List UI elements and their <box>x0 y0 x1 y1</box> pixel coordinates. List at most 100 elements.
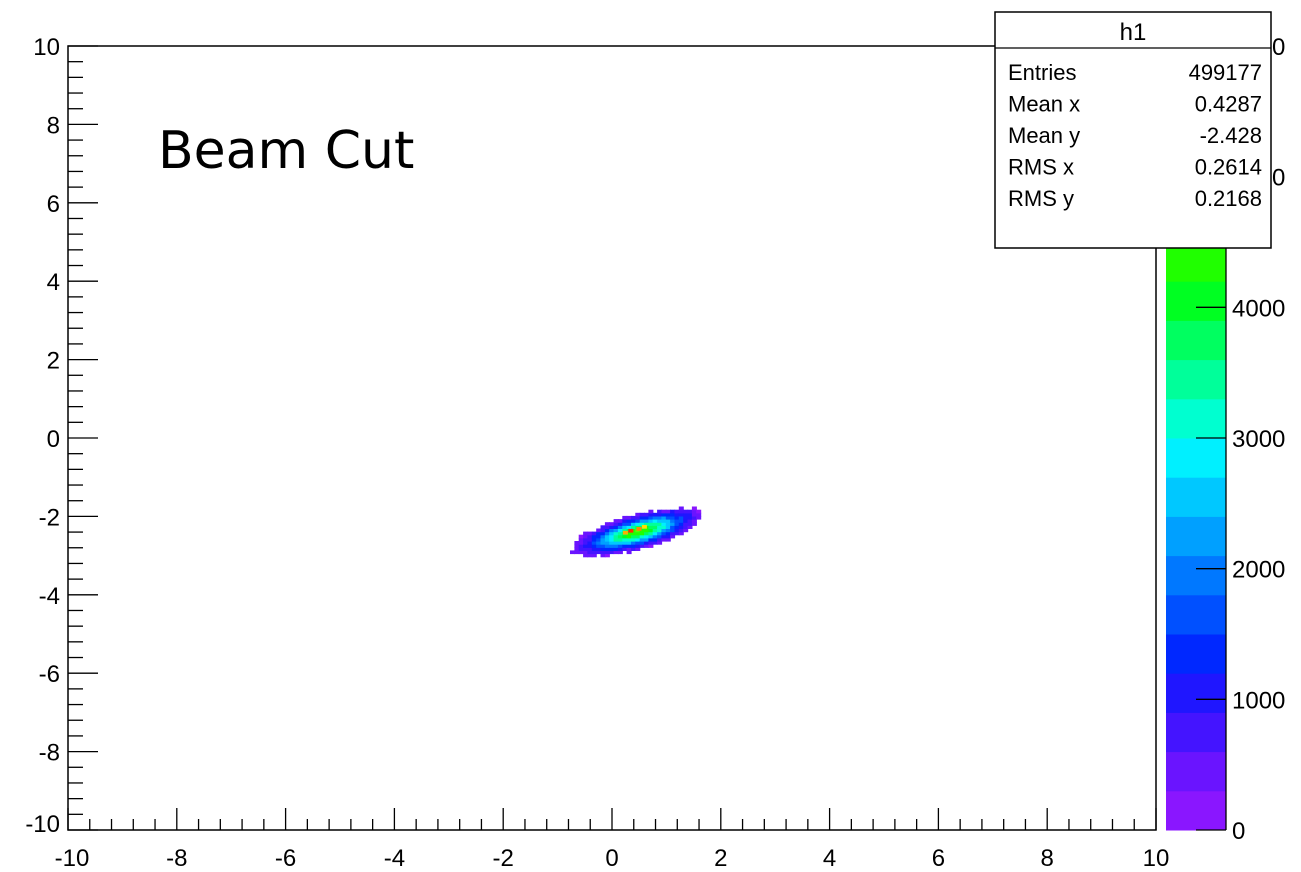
heatmap-bin <box>604 534 610 539</box>
heatmap-bin <box>639 534 645 539</box>
stats-row-label: Mean y <box>1008 123 1080 148</box>
heatmap-bin <box>591 541 597 545</box>
heatmap-bin <box>622 541 628 545</box>
heatmap-bin <box>604 541 610 545</box>
heatmap-bin <box>644 519 649 523</box>
plot-frame <box>67 45 1157 831</box>
heatmap-bin <box>678 512 684 517</box>
heatmap-bin <box>644 541 649 545</box>
heatmap-bin <box>674 509 680 514</box>
heatmap-bin <box>657 512 663 517</box>
heatmap-bin <box>600 525 606 529</box>
heatmap-bin <box>609 531 615 536</box>
heatmap-bin <box>670 512 676 517</box>
heatmap-bin <box>648 525 654 529</box>
colorbar-level <box>1166 281 1226 321</box>
heatmap-bin <box>648 519 654 523</box>
heatmap-bin <box>670 519 676 523</box>
y-tick-label: -8 <box>39 740 60 767</box>
heatmap-bin <box>648 515 654 520</box>
heatmap-bin <box>674 512 680 517</box>
heatmap-bin <box>604 544 610 548</box>
heatmap-bin <box>657 509 663 514</box>
heatmap-bin <box>657 534 663 539</box>
heatmap-bin <box>570 550 575 555</box>
heatmap-bin <box>696 509 702 514</box>
heatmap-bin <box>591 534 597 539</box>
heatmap-bin <box>583 547 589 551</box>
heatmap-bin <box>609 537 615 542</box>
y-tick-label: 0 <box>47 426 60 453</box>
heatmap-bin <box>631 525 636 529</box>
heatmap-bin <box>622 534 628 539</box>
heatmap-bin <box>678 506 684 511</box>
heatmap-bin <box>665 522 671 526</box>
heatmap-bin <box>626 544 632 548</box>
heatmap-bin <box>644 515 649 520</box>
heatmap-bin <box>652 534 658 539</box>
colorbar-level <box>1166 712 1226 753</box>
heatmap-bin <box>613 528 619 533</box>
heatmap-bin <box>591 531 597 536</box>
heatmap-bin <box>639 531 645 536</box>
heatmap-bin <box>613 534 619 539</box>
stats-box-frame <box>994 11 1272 249</box>
heatmap-bin <box>678 509 684 514</box>
stats-row-label: RMS x <box>1008 155 1074 180</box>
x-tick-label: -10 <box>55 845 90 872</box>
heatmap-bin <box>652 512 658 517</box>
heatmap-bin <box>639 512 645 517</box>
heatmap-bin <box>609 522 615 526</box>
heatmap-bin <box>670 531 676 536</box>
heatmap-bin <box>639 519 645 523</box>
colorbar-level <box>1166 634 1226 674</box>
heatmap-bin <box>600 528 606 533</box>
heatmap-bin <box>678 515 684 520</box>
heatmap-bin <box>635 537 641 542</box>
heatmap-bin <box>583 550 589 555</box>
heatmap-bin <box>635 531 641 536</box>
heatmap-bin <box>622 525 628 529</box>
heatmap-bin <box>600 531 606 536</box>
heatmap-bin <box>583 537 589 542</box>
heatmap-bin <box>678 531 684 536</box>
heatmap-bin <box>683 528 689 533</box>
heatmap-bin <box>665 509 671 514</box>
heatmap-bin <box>657 519 663 523</box>
heatmap-bin <box>639 544 645 548</box>
heatmap-bin <box>596 541 602 545</box>
heatmap-bin <box>587 537 593 542</box>
x-tick-label: 4 <box>823 845 836 872</box>
heatmap-bin <box>596 547 602 551</box>
y-tick-label: 4 <box>47 269 60 296</box>
colorbar-level <box>1166 790 1226 831</box>
heatmap-bin <box>626 550 632 555</box>
heatmap-bin <box>578 544 584 548</box>
heatmap-bin <box>657 541 663 545</box>
heatmap-bin <box>617 528 623 533</box>
heatmap-bin <box>644 522 649 526</box>
heatmap-bin <box>613 531 619 536</box>
heatmap-bin <box>600 534 606 539</box>
heatmap-bin <box>678 528 684 533</box>
heatmap-bin <box>617 534 623 539</box>
heatmap-bin <box>604 550 610 555</box>
heatmap-bin <box>661 534 667 539</box>
heatmap-bin <box>626 534 632 539</box>
stats-row-value: 499177 <box>1189 60 1262 85</box>
heatmap-bin <box>683 512 689 517</box>
heatmap-bin <box>644 528 649 533</box>
heatmap-bin <box>591 537 597 542</box>
heatmap-bin <box>657 537 663 542</box>
stats-row-value: 0.2614 <box>1195 155 1262 180</box>
heatmap-bin <box>628 528 634 533</box>
heatmap-bin <box>648 512 654 517</box>
stats-box: h1 Entries 499177 Mean x 0.4287 Mean y -2.428… <box>994 11 1272 249</box>
heatmap-blob <box>570 506 702 558</box>
heatmap-bin <box>648 531 654 536</box>
heatmap-bin <box>596 528 602 533</box>
heatmap-bin <box>574 547 580 551</box>
heatmap-bin <box>587 547 593 551</box>
heatmap-bin <box>652 522 658 526</box>
